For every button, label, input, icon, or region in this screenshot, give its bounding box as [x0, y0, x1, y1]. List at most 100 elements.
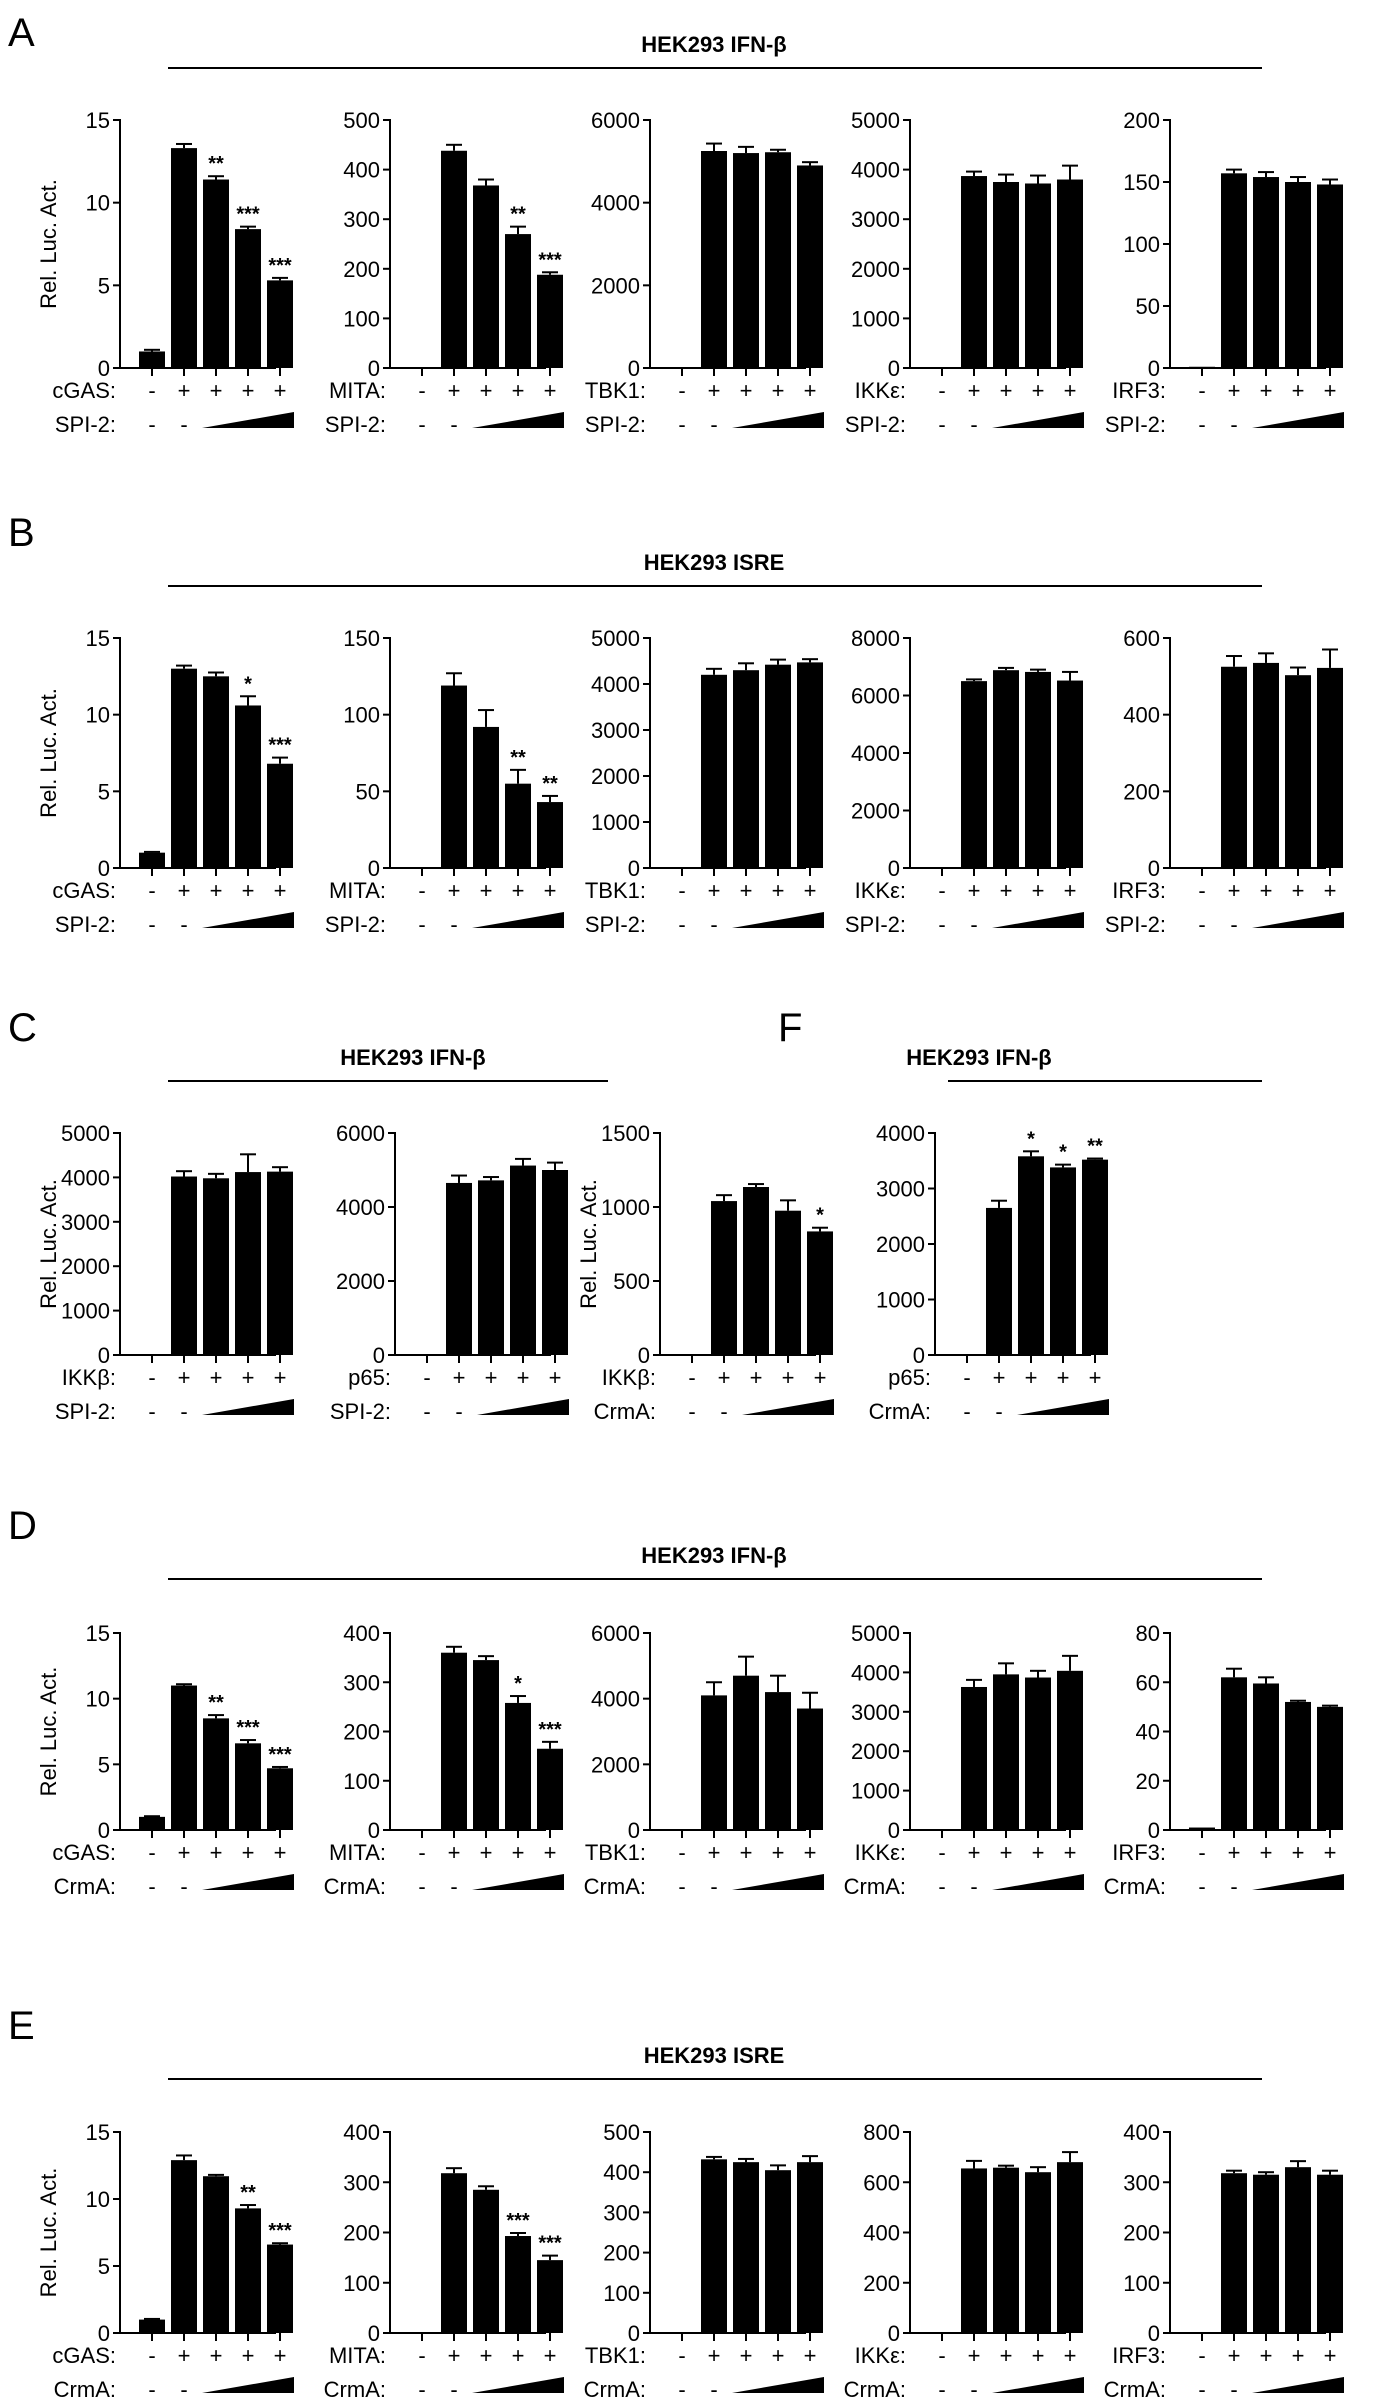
significance: *** [236, 204, 260, 226]
sign: - [710, 912, 717, 937]
bar [235, 705, 261, 868]
y-tick-label: 2000 [851, 257, 900, 282]
bar [961, 681, 987, 868]
sign: - [180, 1399, 187, 1424]
bar [1082, 1159, 1108, 1355]
sign: - [938, 1874, 945, 1899]
bar [1253, 2174, 1279, 2333]
y-tick-label: 2000 [591, 1752, 640, 1777]
sign: - [688, 1365, 695, 1390]
row-label-inhibitor: CrmA: [324, 1874, 386, 1899]
sign: - [1198, 912, 1205, 937]
y-axis-label: Rel. Luc. Act. [576, 1179, 601, 1309]
y-tick-label: 0 [368, 856, 380, 881]
dose-wedge [472, 912, 564, 928]
y-tick-label: 2000 [61, 1254, 110, 1279]
sign: - [970, 412, 977, 437]
y-tick-label: 0 [888, 356, 900, 381]
y-tick-label: 4000 [336, 1195, 385, 1220]
dose-wedge [472, 2377, 564, 2393]
sign: + [1089, 1365, 1102, 1390]
sign: + [968, 2343, 981, 2368]
bar [797, 1708, 823, 1830]
sign: + [512, 378, 525, 403]
y-tick-label: 60 [1136, 1670, 1160, 1695]
sign: + [740, 2343, 753, 2368]
sign: - [1230, 1874, 1237, 1899]
bar [765, 152, 791, 368]
row-label-inhibitor: SPI-2: [330, 1399, 391, 1424]
y-tick-label: 150 [1123, 170, 1160, 195]
sign: + [448, 2343, 461, 2368]
y-tick-label: 6000 [851, 684, 900, 709]
bar [733, 2162, 759, 2333]
dose-wedge [202, 412, 294, 428]
bar [542, 1170, 568, 1355]
bar [1025, 183, 1051, 368]
significance: *** [538, 2233, 562, 2255]
row-label-inhibitor: SPI-2: [55, 1399, 116, 1424]
row-label-inhibitor: CrmA: [869, 1399, 931, 1424]
row-label-stimulus: cGAS: [52, 1840, 116, 1865]
significance: ** [1087, 1136, 1103, 1158]
y-tick-label: 0 [1148, 2321, 1160, 2346]
significance: *** [506, 2210, 530, 2232]
dose-wedge [1252, 912, 1344, 928]
row-label-inhibitor: SPI-2: [845, 412, 906, 437]
y-tick-label: 100 [1123, 2271, 1160, 2296]
y-tick-label: 1000 [601, 1195, 650, 1220]
sign: - [710, 412, 717, 437]
bar [993, 670, 1019, 868]
sign: + [1064, 378, 1077, 403]
sign: - [148, 1399, 155, 1424]
sign: + [1057, 1365, 1070, 1390]
y-tick-label: 400 [603, 2160, 640, 2185]
significance: *** [268, 735, 292, 757]
row-label-inhibitor: CrmA: [844, 1874, 906, 1899]
bar [139, 2319, 165, 2333]
row-label-inhibitor: CrmA: [584, 1874, 646, 1899]
sign: + [1292, 2343, 1305, 2368]
y-tick-label: 3000 [591, 718, 640, 743]
significance: * [816, 1205, 824, 1227]
bar [807, 1231, 833, 1355]
bar [797, 165, 823, 368]
y-tick-label: 0 [98, 1818, 110, 1843]
bar [1285, 1701, 1311, 1830]
y-tick-label: 80 [1136, 1621, 1160, 1646]
y-tick-label: 3000 [61, 1210, 110, 1235]
sign: + [804, 2343, 817, 2368]
sign: + [750, 1365, 763, 1390]
significance: ** [208, 1692, 224, 1714]
row-label-inhibitor: SPI-2: [585, 412, 646, 437]
bar [1050, 1167, 1076, 1355]
sign: + [1260, 1840, 1273, 1865]
y-axis-label: Rel. Luc. Act. [36, 688, 61, 818]
sign: - [423, 1365, 430, 1390]
sign: + [740, 878, 753, 903]
bar [993, 2167, 1019, 2333]
y-tick-label: 100 [343, 703, 380, 728]
significance: *** [236, 1717, 260, 1739]
y-tick-label: 6000 [336, 1121, 385, 1146]
sign: - [423, 1399, 430, 1424]
bar [1025, 2172, 1051, 2333]
row-label-stimulus: TBK1: [585, 1840, 646, 1865]
y-tick-label: 50 [356, 779, 380, 804]
significance: ** [542, 773, 558, 795]
y-tick-label: 400 [343, 1621, 380, 1646]
y-tick-label: 0 [888, 856, 900, 881]
dose-wedge [992, 912, 1084, 928]
bar [203, 1178, 229, 1355]
bar [1025, 671, 1051, 868]
sign: - [1230, 912, 1237, 937]
